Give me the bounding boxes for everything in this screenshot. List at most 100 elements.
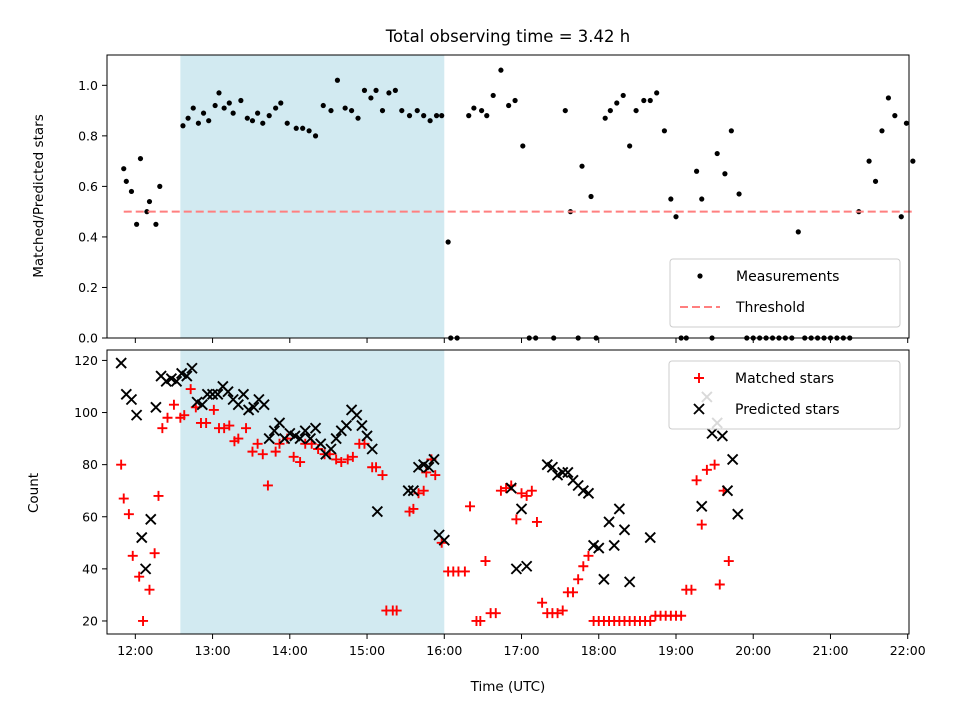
data-point: [146, 198, 153, 205]
data-point: [371, 505, 384, 518]
y-tick-label: 0.8: [78, 128, 98, 143]
data-point: [361, 87, 368, 93]
data-point: [136, 531, 148, 544]
data-point: [334, 77, 341, 83]
data-point: [201, 417, 212, 428]
data-point: [342, 105, 348, 111]
data-point: [125, 393, 138, 406]
data-point: [407, 485, 420, 497]
data-point: [115, 357, 127, 369]
data-point: [252, 438, 263, 449]
data-point: [562, 107, 568, 114]
data-point: [153, 221, 159, 227]
data-point: [701, 464, 712, 475]
data-point: [408, 503, 419, 514]
data-point: [706, 427, 718, 440]
data-point: [377, 470, 388, 481]
data-point: [614, 100, 620, 106]
data-point: [331, 454, 342, 465]
data-point: [557, 466, 569, 479]
data-point: [320, 102, 326, 109]
data-point: [247, 446, 258, 457]
data-point: [668, 196, 674, 202]
data-point: [696, 500, 708, 513]
data-point: [471, 105, 477, 111]
data-point: [294, 432, 306, 445]
data-point: [295, 457, 306, 468]
data-point: [328, 107, 334, 114]
data-point: [608, 539, 620, 552]
legend-marker: [694, 373, 704, 383]
data-point: [520, 560, 533, 572]
data-point: [613, 503, 626, 515]
legend: Measurements Threshold: [669, 258, 901, 328]
data-point: [139, 563, 152, 575]
data-point: [268, 425, 281, 437]
data-point: [903, 120, 910, 126]
data-point: [490, 92, 496, 99]
data-point: [459, 566, 470, 577]
data-point: [266, 113, 272, 119]
data-point: [892, 113, 898, 119]
data-point: [479, 107, 485, 114]
x-tick-label: 12:00: [117, 643, 153, 658]
y-tick-label: 0.6: [78, 179, 98, 194]
data-point: [644, 531, 656, 544]
series-measurements: [121, 67, 916, 341]
data-point: [180, 123, 186, 129]
data-point: [273, 417, 286, 429]
data-point: [732, 508, 744, 520]
data-point: [249, 118, 256, 124]
data-point: [716, 430, 729, 442]
data-point: [157, 183, 163, 189]
y-tick-label: 1.0: [78, 78, 98, 93]
data-point: [633, 107, 639, 114]
data-point: [465, 501, 476, 512]
x-tick-label: 17:00: [504, 643, 540, 658]
data-point: [466, 113, 472, 119]
data-point: [723, 556, 734, 567]
data-point: [872, 178, 879, 184]
data-point: [879, 128, 885, 134]
top-panel: 0.0 0.2 0.4 0.6 0.8 1.0 Measurements Threshold: [78, 54, 916, 346]
data-point: [568, 587, 579, 598]
data-point: [910, 158, 916, 164]
data-point: [366, 443, 378, 455]
data-point: [368, 95, 374, 101]
data-point: [342, 454, 353, 465]
y-tick-label: 0.2: [78, 280, 98, 295]
data-point: [433, 113, 440, 119]
data-point: [224, 420, 235, 431]
series-predicted-stars: [115, 357, 744, 588]
data-point: [722, 171, 728, 177]
data-point: [736, 191, 742, 197]
data-point: [145, 513, 157, 526]
data-point: [438, 534, 450, 546]
data-point: [222, 386, 234, 398]
data-point: [516, 488, 527, 499]
data-point: [348, 107, 355, 114]
y-tick-label: 80: [82, 457, 98, 472]
data-point: [262, 480, 273, 491]
y-tick-label: 40: [82, 561, 98, 576]
data-point: [406, 113, 413, 119]
y-tick-label: 20: [82, 613, 98, 628]
data-point: [414, 107, 420, 114]
data-point: [428, 453, 440, 466]
data-point: [153, 490, 164, 501]
data-point: [200, 110, 207, 116]
data-point: [336, 457, 347, 468]
data-point: [185, 115, 191, 121]
data-point: [421, 113, 427, 119]
axes-frame: [106, 54, 910, 339]
legend: Matched stars Predicted stars: [668, 360, 901, 430]
shaded-region: [180, 350, 445, 634]
data-point: [627, 143, 633, 149]
data-point: [293, 125, 299, 131]
data-point: [270, 446, 281, 457]
data-point: [641, 97, 647, 104]
data-point: [144, 209, 150, 215]
legend-marker: [693, 403, 705, 415]
data-point: [206, 118, 212, 124]
